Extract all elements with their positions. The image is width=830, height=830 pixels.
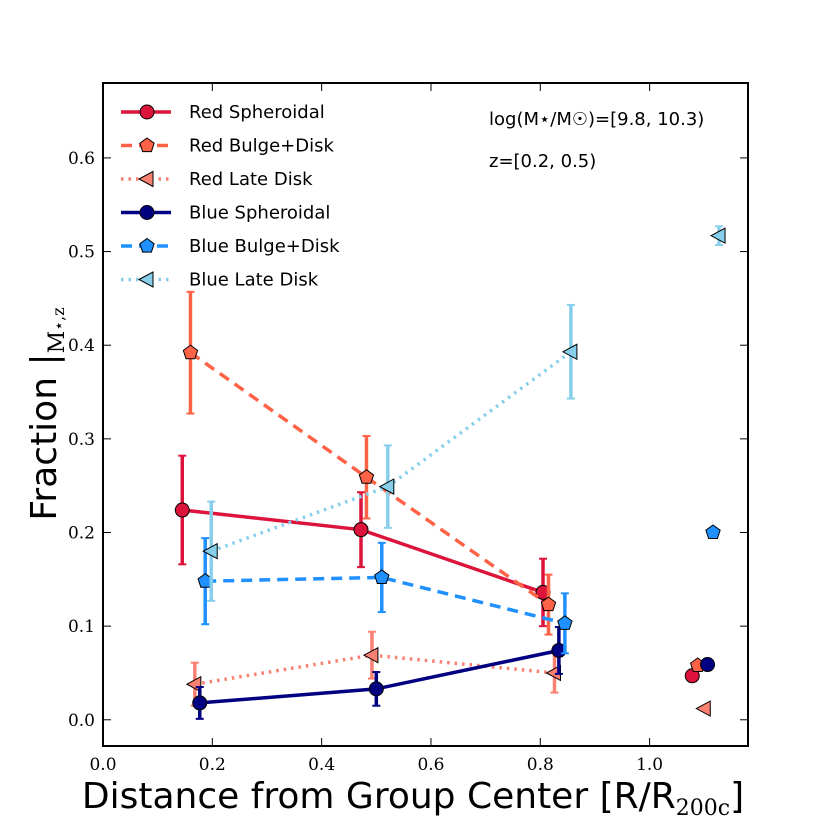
- series-4: [197, 524, 721, 655]
- mass-annotation: log(M⋆/M☉)=[9.8, 10.3): [489, 109, 704, 130]
- legend-label: Blue Late Disk: [189, 270, 319, 291]
- data-point: [561, 343, 578, 361]
- legend-item: Red Spheroidal: [121, 102, 325, 123]
- series-2: [185, 630, 711, 717]
- isolated-data-point: [695, 700, 711, 717]
- legend-marker: [139, 104, 155, 120]
- y-tick-label: 0.3: [68, 430, 95, 450]
- x-axis-title-main: Distance from Group Center [R/R: [82, 776, 676, 817]
- legend-marker: [137, 271, 154, 288]
- series-line: [210, 350, 572, 553]
- y-tick-label: 0.0: [68, 711, 95, 731]
- series-5: [202, 225, 726, 602]
- y-tick-label: 0.1: [68, 617, 95, 637]
- isolated-data-point: [705, 524, 721, 540]
- legend-item: Blue Spheroidal: [121, 203, 330, 224]
- data-point: [540, 596, 557, 612]
- y-tick-label: 0.4: [68, 336, 95, 356]
- y-axis-title: Fraction |M⋆,z: [24, 307, 70, 520]
- data-point: [362, 646, 379, 664]
- y-tick-label: 0.5: [68, 243, 95, 263]
- x-tick-label: 0.2: [199, 755, 226, 775]
- data-point: [202, 542, 218, 560]
- legend-marker: [139, 237, 155, 253]
- legend-label: Red Spheroidal: [189, 102, 325, 123]
- data-point: [182, 344, 199, 360]
- x-tick-label: 0.4: [308, 755, 335, 775]
- plot-frame: [102, 82, 749, 747]
- y-axis-title-main: Fraction |: [24, 353, 65, 520]
- y-axis-title-sub2: ⋆,z: [49, 307, 68, 331]
- legend-marker: [137, 170, 154, 188]
- x-axis-title-sub: 200c: [676, 796, 730, 821]
- legend-label: Red Late Disk: [189, 169, 313, 190]
- legend-label: Blue Spheroidal: [189, 203, 330, 224]
- x-tick-label: 0.8: [527, 755, 554, 775]
- legend-marker: [139, 205, 155, 220]
- x-tick-label: 1.0: [636, 755, 663, 775]
- legend-item: Blue Late Disk: [121, 270, 319, 291]
- isolated-data-point: [700, 657, 716, 673]
- legend-marker: [139, 137, 155, 153]
- plot-layer: [174, 225, 726, 720]
- data-point: [374, 569, 390, 585]
- series-line: [194, 653, 555, 686]
- legend-item: Blue Bulge+Disk: [121, 236, 340, 257]
- legend: Red Spheroidal Red Bulge+Disk Red Late Dis…: [121, 102, 340, 291]
- x-axis-title: Distance from Group Center [R/R200c]: [82, 776, 744, 821]
- x-tick-label: 0.6: [417, 755, 444, 775]
- x-axis-title-close: ]: [730, 776, 744, 817]
- series-line: [205, 575, 566, 626]
- legend-item: Red Bulge+Disk: [121, 136, 334, 157]
- series-line: [189, 351, 550, 607]
- data-point: [174, 502, 190, 518]
- redshift-annotation: z=[0.2, 0.5): [489, 151, 596, 172]
- x-tick-label: 0.0: [89, 755, 116, 775]
- data-point: [353, 522, 369, 538]
- legend-item: Red Late Disk: [121, 169, 313, 190]
- series-1: [182, 290, 706, 673]
- legend-label: Blue Bulge+Disk: [189, 236, 340, 257]
- tick-layer: 0.0 0.2 0.4 0.6 0.8 1.0 0.0 0.1 0.2 0.3 0.4 0.5 0.6: [68, 83, 748, 775]
- y-tick-label: 0.2: [68, 523, 95, 543]
- data-point: [192, 695, 208, 711]
- isolated-data-point: [709, 227, 726, 244]
- data-point: [557, 615, 573, 630]
- legend-label: Red Bulge+Disk: [189, 136, 334, 157]
- series-0: [174, 454, 700, 684]
- data-point: [378, 478, 395, 495]
- data-point: [368, 681, 384, 697]
- y-tick-label: 0.6: [68, 149, 95, 169]
- data-point: [358, 469, 375, 484]
- y-axis-title-sub: M: [45, 331, 70, 354]
